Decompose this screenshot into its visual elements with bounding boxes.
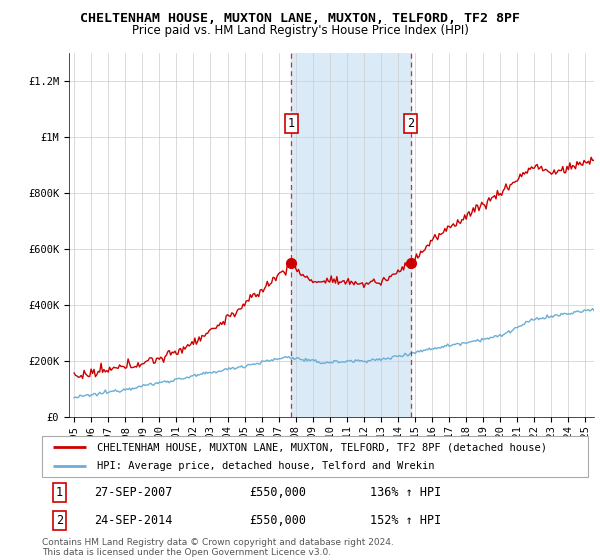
Text: CHELTENHAM HOUSE, MUXTON LANE, MUXTON, TELFORD, TF2 8PF (detached house): CHELTENHAM HOUSE, MUXTON LANE, MUXTON, T… [97, 442, 547, 452]
Text: £550,000: £550,000 [250, 486, 307, 500]
Text: 2: 2 [56, 514, 63, 528]
FancyBboxPatch shape [42, 436, 588, 477]
Text: Contains HM Land Registry data © Crown copyright and database right 2024.
This d: Contains HM Land Registry data © Crown c… [42, 538, 394, 557]
Text: 24-SEP-2014: 24-SEP-2014 [94, 514, 172, 528]
Text: 27-SEP-2007: 27-SEP-2007 [94, 486, 172, 500]
Text: 2: 2 [407, 116, 415, 130]
Text: 136% ↑ HPI: 136% ↑ HPI [370, 486, 441, 500]
Text: HPI: Average price, detached house, Telford and Wrekin: HPI: Average price, detached house, Telf… [97, 461, 434, 471]
Text: 1: 1 [288, 116, 295, 130]
Text: £550,000: £550,000 [250, 514, 307, 528]
Text: Price paid vs. HM Land Registry's House Price Index (HPI): Price paid vs. HM Land Registry's House … [131, 24, 469, 36]
Text: CHELTENHAM HOUSE, MUXTON LANE, MUXTON, TELFORD, TF2 8PF: CHELTENHAM HOUSE, MUXTON LANE, MUXTON, T… [80, 12, 520, 25]
Bar [292, 53, 411, 417]
Text: 152% ↑ HPI: 152% ↑ HPI [370, 514, 441, 528]
Text: 1: 1 [56, 486, 63, 500]
